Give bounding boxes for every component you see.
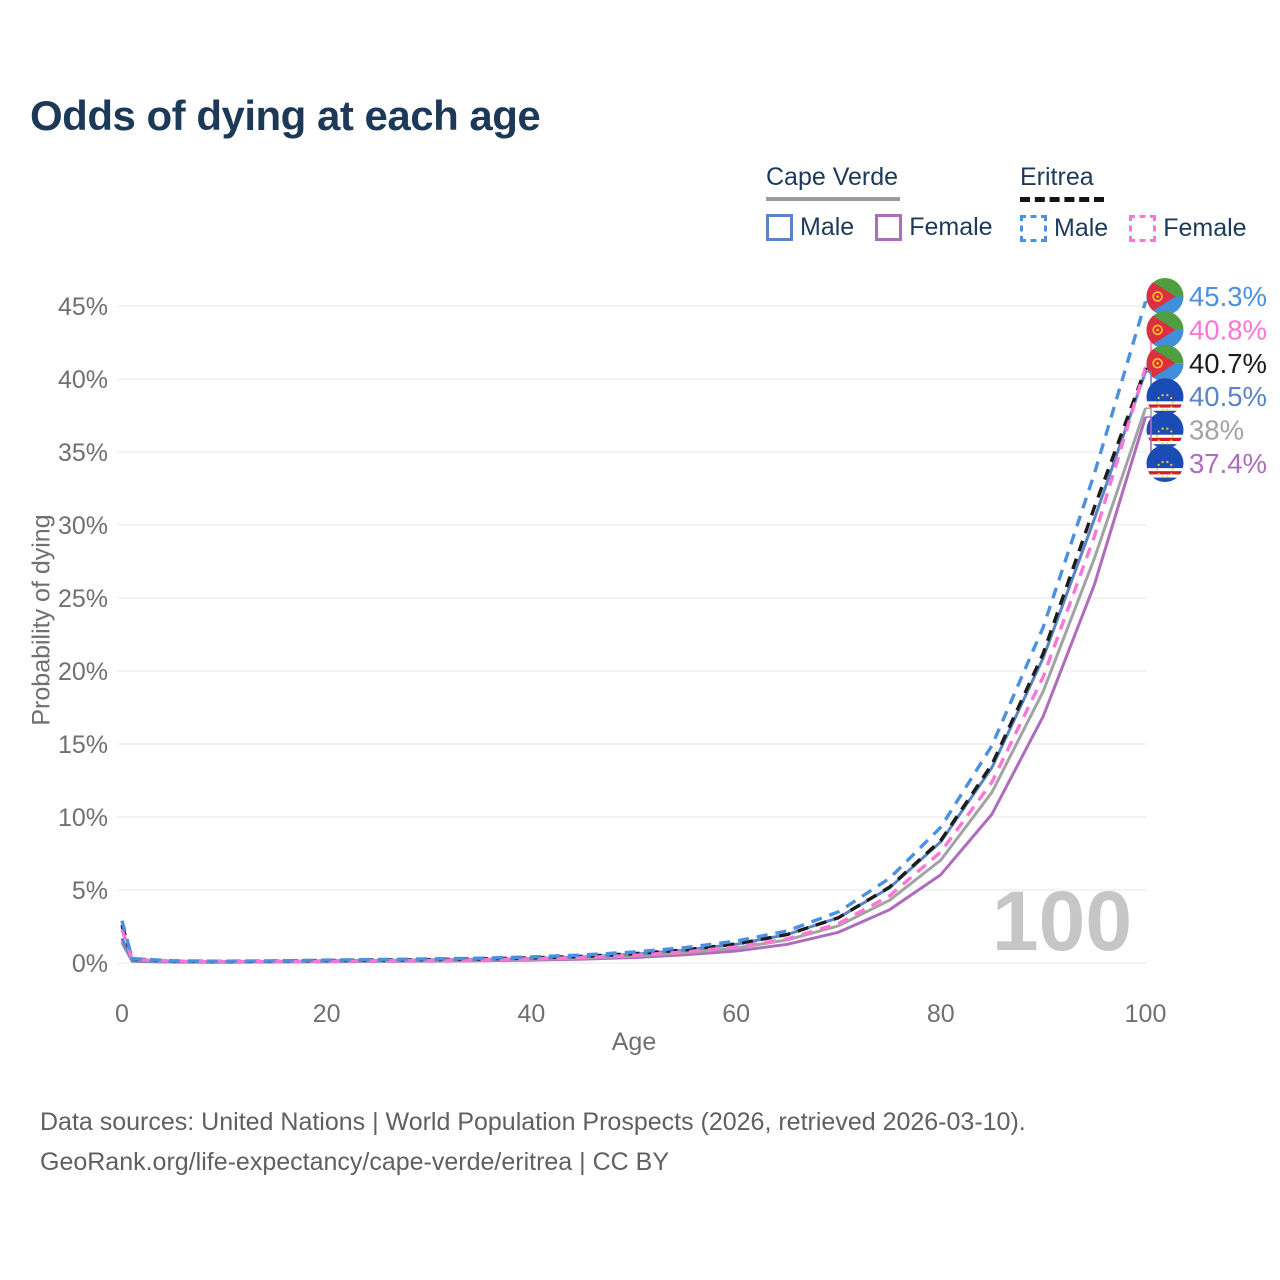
data-sources-note: Data sources: United Nations | World Pop…: [40, 1108, 1026, 1136]
series-line-eritrea-male: [120, 301, 1148, 963]
legend-item-label: Male: [1054, 214, 1109, 242]
y-axis-title: Probability of dying: [27, 514, 56, 726]
y-tick-label: 15%: [58, 731, 108, 759]
legend-group-eritrea: Eritrea Male Female: [1020, 163, 1268, 243]
y-tick-label: 45%: [58, 293, 108, 321]
x-tick-label: 0: [115, 1000, 129, 1028]
cape-verde-flag-icon: [1146, 445, 1184, 482]
y-tick-label: 25%: [58, 585, 108, 613]
legend-item-cape-verde-male[interactable]: Male: [766, 213, 854, 242]
x-tick-label: 60: [722, 1000, 750, 1028]
legend-country-cape-verde: Cape Verde: [766, 163, 1014, 201]
x-tick-label: 40: [517, 1000, 545, 1028]
legend-item-cape-verde-female[interactable]: Female: [875, 213, 993, 242]
legend-group-cape-verde: Cape Verde Male Female: [766, 163, 1014, 242]
checkbox-swatch-cape-verde-female[interactable]: [875, 214, 903, 241]
age-counter-watermark: 100: [992, 874, 1132, 968]
end-label-eritrea-both-sexes: 40.7%: [1189, 348, 1267, 379]
legend-items-cape-verde: Male Female: [766, 213, 1014, 242]
series-line-eritrea-both-sexes: [120, 368, 1148, 964]
x-tick-label: 20: [313, 1000, 341, 1028]
y-tick-label: 40%: [58, 366, 108, 394]
eritrea-line-swatch: [1020, 197, 1104, 202]
legend-item-label: Male: [800, 213, 855, 241]
eritrea-flag-icon: [1146, 344, 1184, 382]
y-tick-label: 5%: [72, 877, 108, 905]
series-line-eritrea-female: [120, 366, 1148, 964]
legend-item-label: Female: [1163, 214, 1247, 242]
y-tick-label: 0%: [72, 950, 108, 978]
x-tick-label: 80: [927, 1000, 955, 1028]
legend-country-label: Cape Verde: [766, 163, 899, 191]
y-tick-label: 35%: [58, 439, 108, 467]
legend-item-eritrea-female[interactable]: Female: [1129, 214, 1247, 243]
end-label-eritrea-male: 45.3%: [1189, 281, 1267, 312]
legend-item-eritrea-male[interactable]: Male: [1020, 214, 1108, 243]
y-tick-label: 10%: [58, 804, 108, 832]
x-tick-label: 100: [1125, 1000, 1167, 1028]
end-label-cape-verde-male: 40.5%: [1189, 381, 1267, 412]
cape-verde-flag-icon: [1146, 411, 1184, 449]
attribution-link[interactable]: GeoRank.org/life-expectancy/cape-verde/e…: [40, 1148, 670, 1176]
legend-items-eritrea: Male Female: [1020, 214, 1268, 243]
cape-verde-flag-icon: [1146, 378, 1184, 416]
page-title: Odds of dying at each age: [30, 92, 541, 139]
y-tick-label: 30%: [58, 512, 108, 540]
end-label-cape-verde-female: 37.4%: [1189, 448, 1267, 479]
legend-country-eritrea: Eritrea: [1020, 163, 1268, 202]
legend-item-label: Female: [909, 213, 993, 241]
end-label-cape-verde-both-sexes: 38%: [1189, 415, 1244, 446]
end-label-eritrea-female: 40.8%: [1189, 314, 1267, 345]
x-axis-title: Age: [611, 1028, 657, 1056]
eritrea-flag-icon: [1146, 278, 1184, 315]
y-tick-label: 20%: [58, 658, 108, 686]
cape-verde-line-swatch: [766, 197, 900, 201]
eritrea-flag-icon: [1146, 311, 1184, 349]
checkbox-swatch-eritrea-female[interactable]: [1129, 215, 1157, 242]
legend-country-label: Eritrea: [1020, 163, 1094, 191]
checkbox-swatch-eritrea-male[interactable]: [1020, 215, 1047, 242]
checkbox-swatch-cape-verde-male[interactable]: [766, 214, 793, 241]
